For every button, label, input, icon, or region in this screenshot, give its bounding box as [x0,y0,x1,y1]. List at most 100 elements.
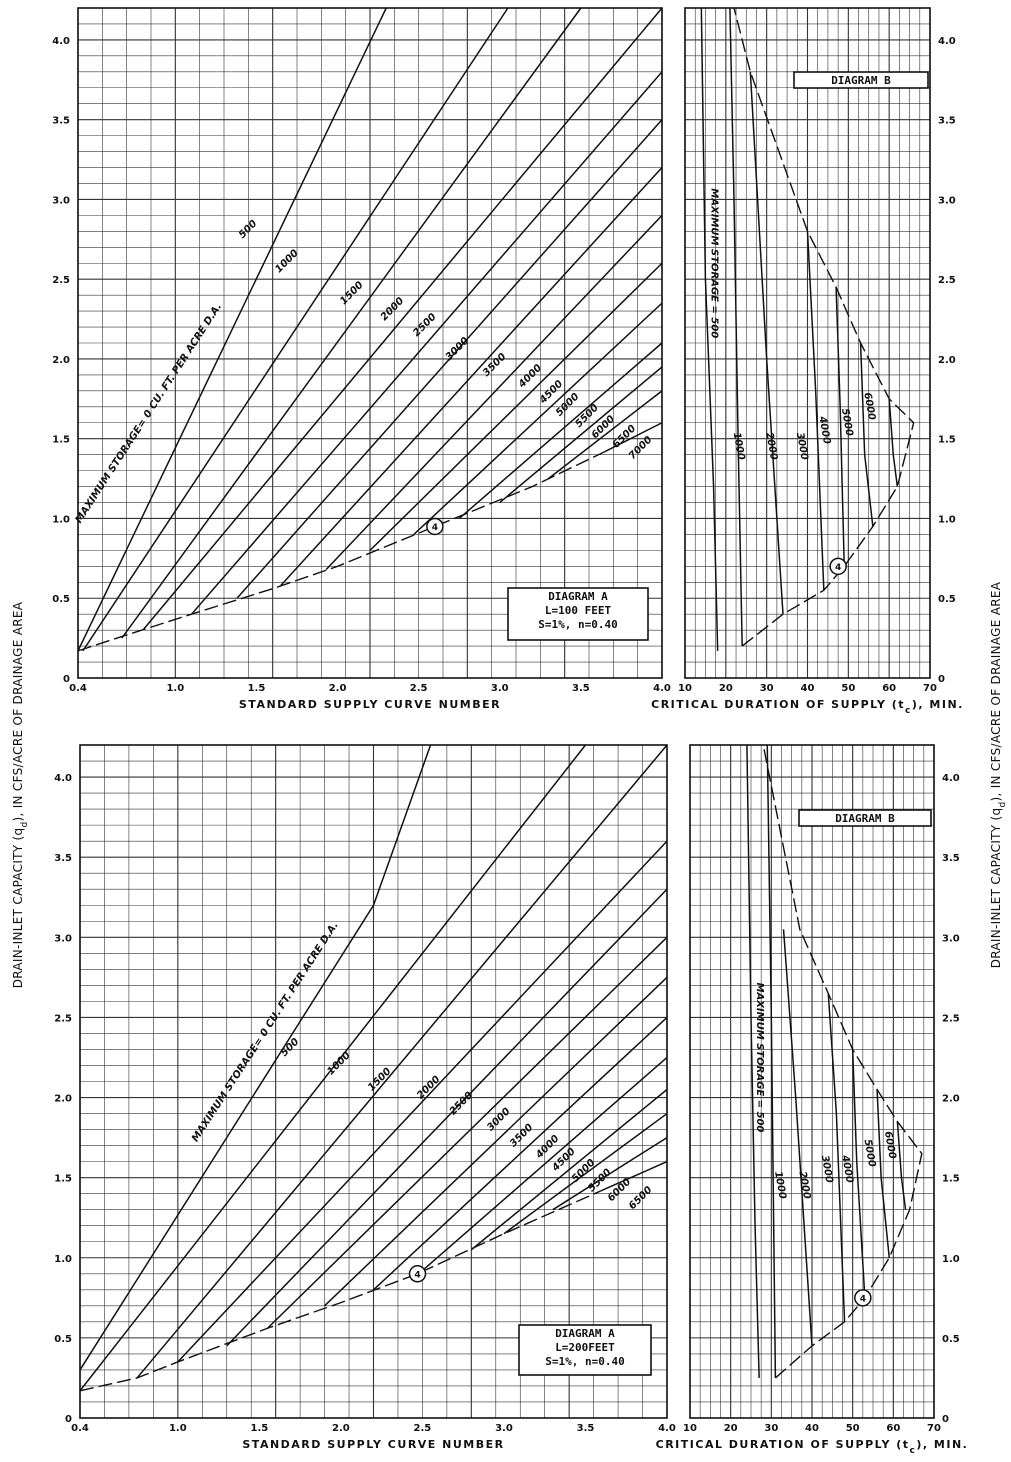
curve-label: 1500 [366,1066,393,1093]
x-tick-label: 10 [683,1423,697,1434]
grid-layer [77,7,935,1419]
y-tick-label: 0.5 [52,594,70,605]
x-tick-label: 30 [760,683,774,694]
storage-curve-6000 [896,1121,907,1210]
envelope-curve [733,7,915,647]
x-tick-label: 10 [678,683,692,694]
x-tick-label: 0.4 [71,1423,89,1434]
storage-curve-5000 [876,1089,891,1258]
x-tick-label: 70 [923,683,937,694]
storage-curve-1000 [729,7,743,647]
point-marker-label: 4 [414,1270,420,1280]
plot-frame [684,7,931,679]
curve-label: 3000 [794,432,810,461]
y-tick-label: 2.5 [938,275,956,286]
storage-curve-2500 [190,71,663,615]
plot-frame [79,744,668,1419]
storage-curve-4000 [835,287,845,567]
x-tick-label: 40 [801,683,815,694]
point-marker [829,557,847,576]
curve-label: 2000 [763,432,779,461]
y-tick-label: 0.5 [938,594,956,605]
y-tick-label: 1.0 [52,514,70,525]
x-tick-label: 20 [724,1423,738,1434]
x-tick-label: 1.0 [166,683,184,694]
y-tick-label: 4.0 [938,36,956,47]
diagram-box-line: L=200FEET [555,1341,615,1354]
storage-curve-4000 [325,214,663,571]
storage-curve-4500 [421,1056,668,1272]
curve-label: 1500 [338,280,365,307]
storage-curve-1500 [136,744,668,1379]
storage-curve-2000 [142,7,663,631]
storage-curve-3000 [236,119,663,599]
storage-curve-1000 [82,7,509,652]
diagram-box [798,809,932,827]
diagram-box-line: L=100 FEET [545,604,612,617]
y-tick-label: 1.5 [54,1174,72,1185]
storage-curve-2000 [749,71,784,615]
storage-curve-2500 [226,888,668,1347]
storage-curve-6000 [552,1136,668,1211]
y-tick-label: 1.5 [52,435,70,446]
storage-curve-6000 [888,398,899,487]
y-tick-label: 2.5 [942,1013,960,1024]
storage-curve-500 [79,744,432,1371]
x-tick-label: 3.5 [577,1423,595,1434]
storage-curve-3000 [827,993,846,1322]
point-marker [408,1265,427,1283]
y-tick-label: 3.0 [938,195,956,206]
storage-curve-3000 [266,936,668,1329]
y-tick-label: 2.0 [54,1094,72,1105]
x-tick-label: 60 [882,683,896,694]
curve-label: 6000 [882,1130,898,1159]
diagram-box [507,587,649,641]
storage-curve-2000 [782,929,813,1346]
point-marker-label: 4 [835,563,841,573]
curve-label: 1000 [731,432,747,461]
diagram-box-line: DIAGRAM A [555,1327,615,1340]
storage-curve-1000 [766,744,777,1378]
envelope-curve [79,1189,603,1392]
y-tick-label: 1.0 [942,1254,960,1265]
point-marker [854,1289,872,1307]
y-tick-label: 3.5 [938,116,956,127]
point-marker [426,517,444,536]
storage-curve-4000 [851,1049,866,1298]
labels-layer: 0.4 1.0 1.5 2.0 2.5 3.0 3.5 4.0 0 0.5 1.0 1.5 2.0 2.5… [52,36,967,1456]
y-tick-label: 4.0 [54,773,72,784]
diagram-box-line: DIAGRAM A [548,590,608,603]
storage-curve-3500 [324,976,668,1307]
curve-label: 6000 [861,392,877,421]
y-tick-label: 3.0 [52,195,70,206]
y-tick-label: 0 [63,674,70,685]
x-tick-label: 60 [886,1423,900,1434]
storage-curve-5000 [470,1088,668,1251]
curves-layer [77,7,923,1392]
y-tick-label: 4.0 [52,36,70,47]
x-tick-label: 3.0 [495,1423,513,1434]
y-tick-label: 2.0 [52,355,70,366]
y-tick-label: 0 [938,674,945,685]
diagram-box-line: DIAGRAM B [831,74,891,87]
storage-curve-1500 [121,7,582,639]
curve-label: MAXIMUM STORAGE= 0 CU. FT. PER ACRE D.A. [74,301,225,525]
x-tick-label: 2.5 [410,683,428,694]
diagram-box-line: DIAGRAM B [835,812,895,825]
x-tick-label: 30 [764,1423,778,1434]
point-marker-label: 4 [432,523,438,533]
storage-curve-4500 [369,262,663,551]
y-tick-label: 3.5 [54,853,72,864]
storage-curve-500 [77,7,387,652]
storage-curve-500 [700,7,719,651]
x-tick-label: 2.0 [329,683,347,694]
x-tick-label: 3.0 [491,683,509,694]
storage-curve-5500 [503,1112,668,1235]
x-tick-label: 1.0 [169,1423,187,1434]
y-tick-label: 3.5 [942,853,960,864]
curve-label: 1000 [772,1171,788,1200]
plot-frame [689,744,935,1419]
y-tick-label: 0.5 [54,1334,72,1345]
storage-curve-6500 [601,1160,668,1192]
x-axis-title: CRITICAL DURATION OF SUPPLY (tc), MIN. [651,698,964,716]
